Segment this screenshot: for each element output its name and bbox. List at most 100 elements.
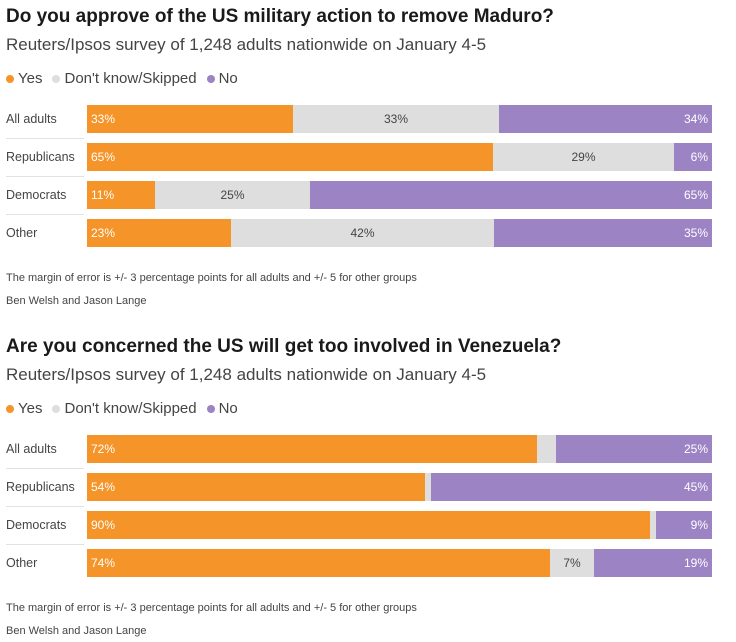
legend-swatch-dontknow [52,404,61,413]
data-label: 33% [383,112,409,126]
bar-track: 65% 29% 6% [87,143,712,171]
bar-segment-yes: 72% [87,435,537,463]
stacked-bar-chart: All adults 72% 25% Republicans 54% 45% Democra… [6,430,712,582]
row-divider [6,468,84,469]
legend-item-yes: Yes [6,70,42,87]
chart-subtitle: Reuters/Ipsos survey of 1,248 adults nat… [6,365,487,384]
bar-track: 33% 33% 34% [87,105,712,133]
bar-segment-dontknow [425,473,431,501]
data-label: 33% [91,112,116,126]
data-label: 7% [563,556,581,570]
bar-segment-dontknow [650,511,656,539]
bar-row: All adults 33% 33% 34% [6,100,712,138]
legend-label-yes: Yes [18,70,43,87]
credit: Ben Welsh and Jason Lange [6,625,147,637]
bar-track: 23% 42% 35% [87,219,712,247]
margin-of-error-note: The margin of error is +/- 3 percentage … [6,272,417,284]
data-label: 72% [91,442,116,456]
bar-segment-no: 34% [499,105,712,133]
bar-segment-dontknow: 33% [293,105,499,133]
data-label: 35% [683,226,708,240]
bar-segment-no: 6% [674,143,712,171]
bar-segment-dontknow: 29% [493,143,674,171]
category-label: Democrats [6,188,67,202]
legend-label-no: No [218,400,238,417]
data-label: 11% [91,188,115,202]
row-divider [6,138,84,139]
bar-track: 90% 9% [87,511,712,539]
bar-segment-yes: 23% [87,219,231,247]
bar-segment-no: 35% [494,219,712,247]
credit: Ben Welsh and Jason Lange [6,295,147,307]
legend-label-no: No [218,70,238,87]
legend-swatch-yes [6,404,14,413]
legend-label-dontknow: Don't know/Skipped [64,70,197,87]
bar-segment-yes: 74% [87,549,550,577]
bar-track: 74% 7% 19% [87,549,712,577]
bar-track: 54% 45% [87,473,712,501]
data-label: 25% [683,442,708,456]
data-label: 54% [91,480,116,494]
bar-segment-dontknow [537,435,556,463]
data-label: 23% [91,226,116,240]
bar-row: Democrats 90% 9% [6,506,712,544]
data-label: 6% [690,150,708,164]
legend-item-dontknow: Don't know/Skipped [52,70,197,87]
legend-swatch-dontknow [52,74,61,83]
data-label: 65% [683,188,708,202]
bar-track: 72% 25% [87,435,712,463]
legend: Yes Don't know/Skipped No [6,400,238,417]
chart-title: Do you approve of the US military action… [6,6,554,27]
bar-segment-yes: 33% [87,105,293,133]
stacked-bar-chart: All adults 33% 33% 34% Republicans 65% 29% 6% De… [6,100,712,252]
category-label: Democrats [6,518,67,532]
legend: Yes Don't know/Skipped No [6,70,238,87]
legend-label-yes: Yes [18,400,43,417]
category-label: Republicans [6,480,75,494]
bar-segment-yes: 65% [87,143,493,171]
bar-row: Democrats 11% 25% 65% [6,176,712,214]
category-label: Republicans [6,150,75,164]
legend-swatch-no [206,404,215,413]
row-divider [6,544,84,545]
data-label: 90% [91,518,116,532]
row-divider [6,506,84,507]
legend-item-no: No [206,400,238,417]
bar-row: Other 74% 7% 19% [6,544,712,582]
bar-row: All adults 72% 25% [6,430,712,468]
bar-segment-yes: 90% [87,511,650,539]
legend-item-dontknow: Don't know/Skipped [52,400,197,417]
row-divider [6,176,84,177]
legend-item-yes: Yes [6,400,42,417]
legend-swatch-no [206,74,215,83]
data-label: 42% [350,226,375,240]
legend-label-dontknow: Don't know/Skipped [64,400,197,417]
data-label: 19% [683,556,708,570]
bar-segment-dontknow: 7% [550,549,594,577]
legend-swatch-yes [6,74,14,83]
data-label: 34% [683,112,708,126]
margin-of-error-note: The margin of error is +/- 3 percentage … [6,602,417,614]
legend-item-no: No [206,70,238,87]
bar-row: Republicans 54% 45% [6,468,712,506]
chart-subtitle: Reuters/Ipsos survey of 1,248 adults nat… [6,35,487,54]
bar-segment-no: 65% [310,181,712,209]
bar-segment-no: 19% [594,549,712,577]
data-label: 25% [220,188,245,202]
chart-panel-concern: Are you concerned the US will get too in… [6,336,712,637]
data-label: 74% [91,556,116,570]
category-label: All adults [6,112,57,126]
chart-panel-approve: Do you approve of the US military action… [6,6,712,307]
bar-track: 11% 25% 65% [87,181,712,209]
data-label: 65% [91,150,116,164]
bar-row: Other 23% 42% 35% [6,214,712,252]
bar-row: Republicans 65% 29% 6% [6,138,712,176]
category-label: Other [6,556,38,570]
bar-segment-no: 9% [656,511,712,539]
bar-segment-yes: 54% [87,473,425,501]
bar-segment-yes: 11% [87,181,155,209]
bar-segment-dontknow: 25% [155,181,310,209]
data-label: 29% [571,150,596,164]
bar-segment-no: 25% [556,435,712,463]
bar-segment-no: 45% [431,473,712,501]
